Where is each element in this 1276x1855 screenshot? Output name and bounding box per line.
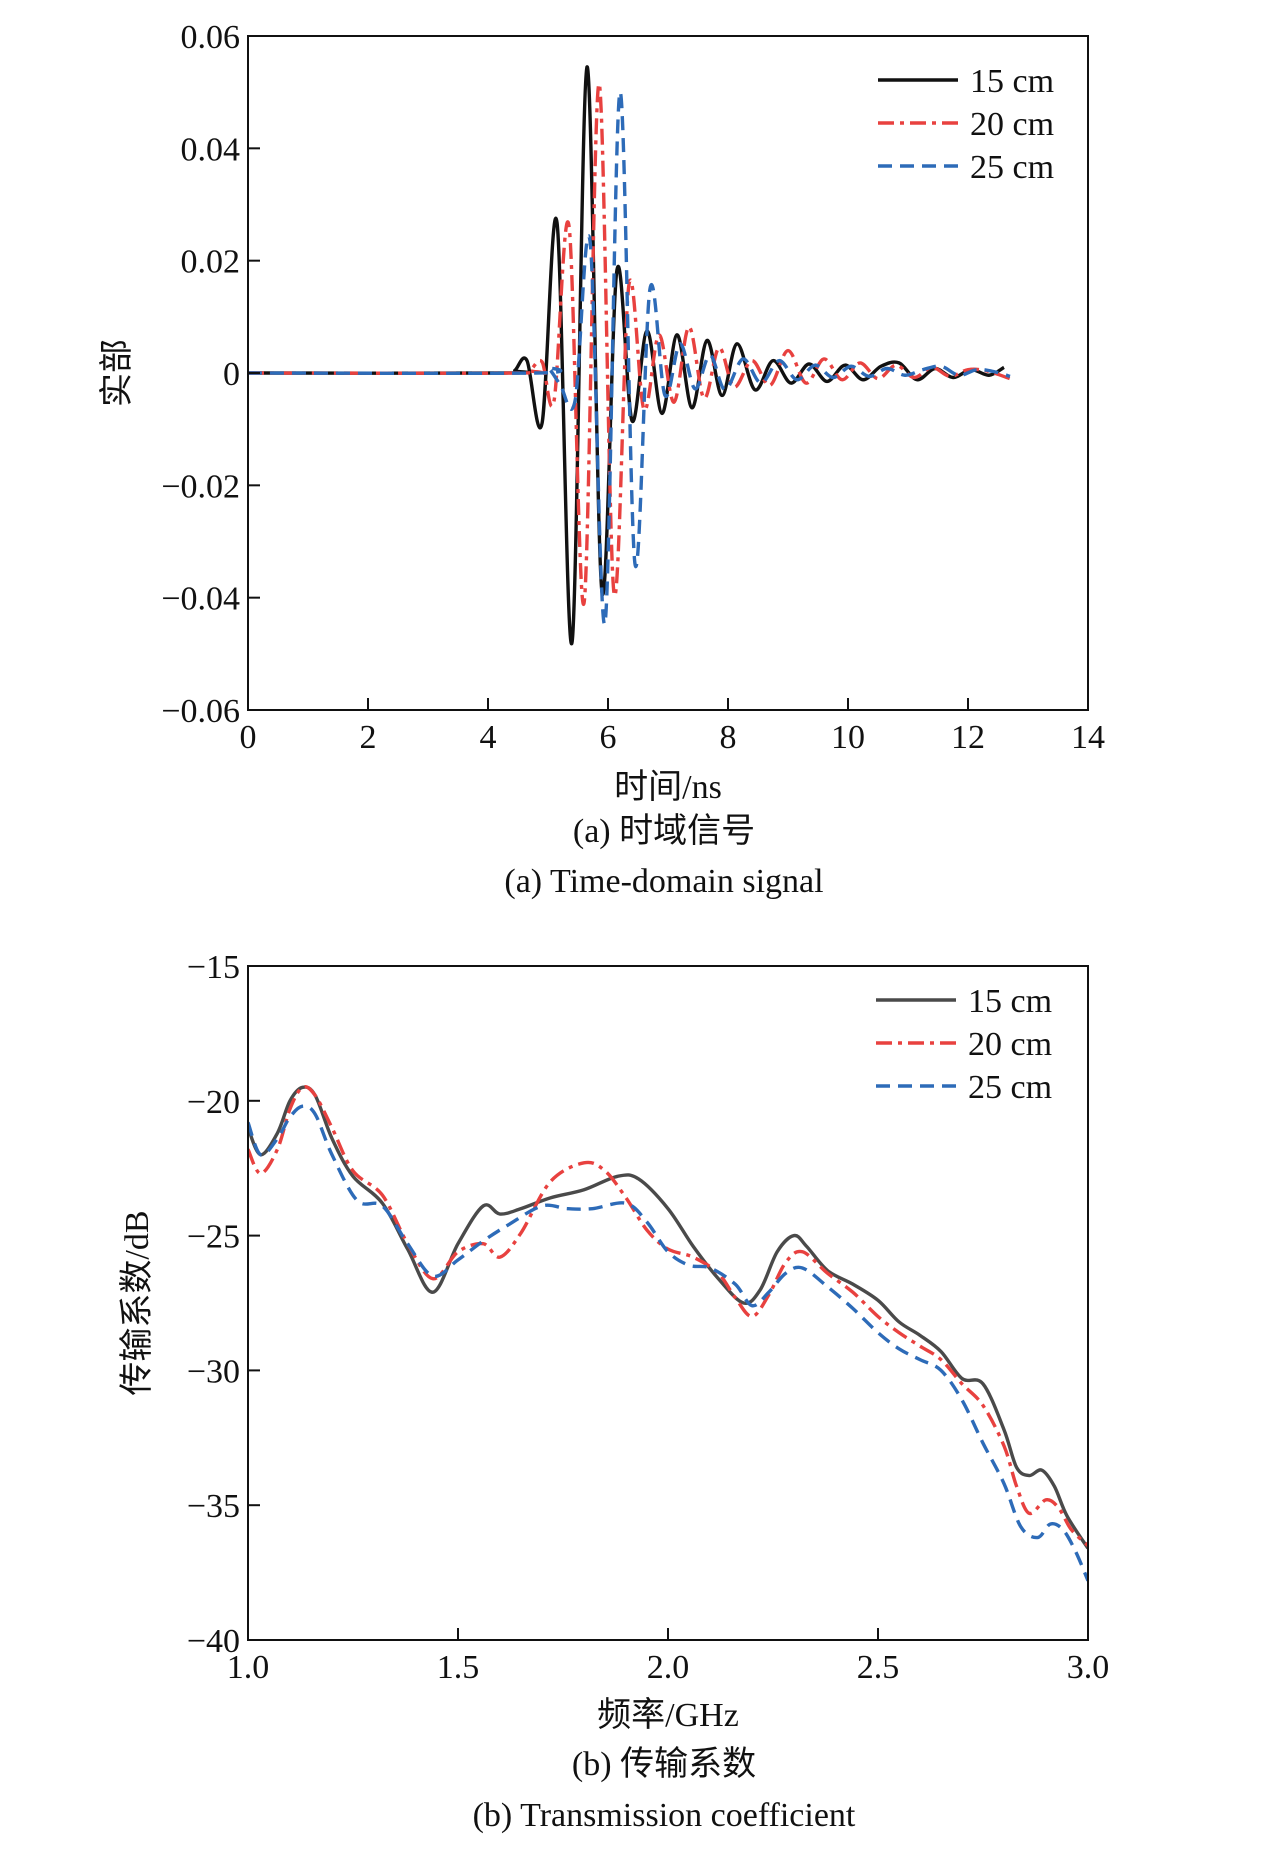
x-tick-label: 3.0 — [1067, 1649, 1110, 1686]
y-tick-label: −0.04 — [161, 581, 240, 618]
x-tick-label: 1.0 — [227, 1649, 270, 1686]
y-tick-label: −30 — [187, 1353, 240, 1390]
y-tick-label: −15 — [187, 949, 240, 986]
legend: 15 cm 20 cm 25 cm — [876, 983, 1052, 1106]
y-tick-label: 0.04 — [181, 131, 241, 168]
plot-frame — [247, 965, 1089, 1641]
x-tick-label: 14 — [1071, 719, 1105, 756]
y-tick-label: −20 — [187, 1084, 240, 1121]
legend-label: 15 cm — [968, 983, 1052, 1020]
time-domain-chart: 0 2 4 6 8 10 12 14 0.06 0.04 0.02 0 −0.02 −0.04 −0.06 时… — [98, 19, 1105, 900]
x-tick-label: 8 — [720, 719, 737, 756]
caption-english: (a) Time-domain signal — [504, 863, 823, 900]
y-tick-label: −0.02 — [161, 468, 240, 505]
x-tick-label: 6 — [600, 719, 617, 756]
legend-label: 20 cm — [968, 1026, 1052, 1063]
legend-label: 15 cm — [970, 63, 1054, 100]
x-tick-label: 10 — [831, 719, 865, 756]
legend-label: 25 cm — [968, 1069, 1052, 1106]
series-line-20cm — [248, 82, 1011, 606]
x-axis-label: 时间/ns — [614, 769, 722, 806]
x-axis-label: 频率/GHz — [597, 1696, 739, 1734]
caption-english: (b) Transmission coefficient — [473, 1797, 856, 1834]
series-line-20cm — [248, 1084, 1088, 1547]
series-group — [248, 65, 1011, 646]
y-tick-label: 0.02 — [181, 244, 241, 281]
x-tick-label: 2.0 — [647, 1649, 690, 1686]
y-tick-label: −0.06 — [161, 693, 240, 730]
y-axis-label: 传输系数/dB — [118, 1210, 156, 1395]
x-tick-label: 2 — [360, 719, 377, 756]
x-tick-label: 0 — [240, 719, 257, 756]
series-line-15cm — [248, 1085, 1088, 1550]
legend-label: 25 cm — [970, 149, 1054, 186]
x-tick-label: 2.5 — [857, 1649, 900, 1686]
y-tick-label: −25 — [187, 1219, 240, 1256]
y-tick-label: 0.06 — [181, 19, 241, 56]
series-line-25cm — [248, 1104, 1088, 1582]
x-tick-label: 4 — [480, 719, 497, 756]
transmission-chart: 1.0 1.5 2.0 2.5 3.0 −15 −20 −25 −30 −35 −40 频率/GHz 传… — [118, 949, 1109, 1834]
series-line-25cm — [248, 90, 1011, 626]
y-tick-label: −40 — [187, 1623, 240, 1660]
series-group — [248, 1084, 1088, 1582]
y-tick-label: −35 — [187, 1488, 240, 1525]
y-axis-label: 实部 — [98, 339, 136, 407]
x-tick-label: 12 — [951, 719, 985, 756]
caption-chinese: (b) 传输系数 — [572, 1745, 756, 1783]
legend: 15 cm 20 cm 25 cm — [878, 63, 1054, 186]
series-line-15cm — [248, 65, 1005, 646]
caption-chinese: (a) 时域信号 — [573, 812, 755, 850]
legend-label: 20 cm — [970, 106, 1054, 143]
y-tick-label: 0 — [223, 356, 240, 393]
x-tick-label: 1.5 — [437, 1649, 480, 1686]
